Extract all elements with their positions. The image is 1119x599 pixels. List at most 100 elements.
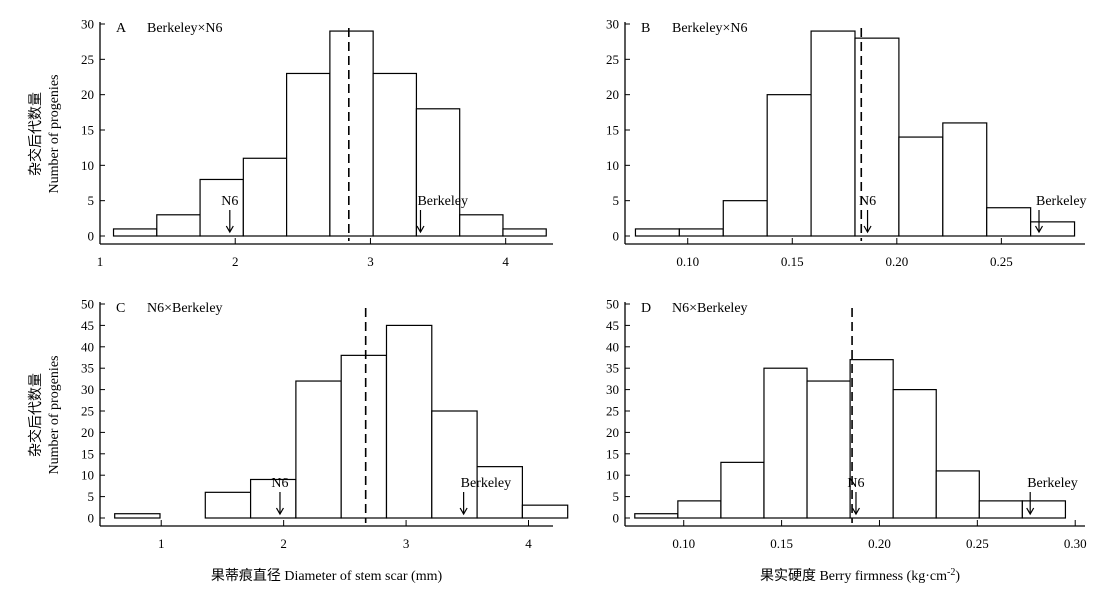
parent-label-berkeley: Berkeley — [1036, 194, 1087, 209]
parent-label-berkeley: Berkeley — [1027, 476, 1078, 491]
histogram-bar — [372, 72, 418, 237]
x-axis-label-tail: ) — [955, 569, 960, 584]
parent-label-n6: N6 — [859, 194, 876, 209]
y-tick-label: 35 — [81, 361, 94, 376]
histogram-bar — [763, 367, 808, 519]
histogram-bar — [942, 122, 988, 237]
histogram-bar — [722, 200, 768, 237]
x-axis-label-main: 果蒂痕直径 Diameter of stem scar (mm) — [211, 567, 443, 584]
x-tick-label: 0.15 — [781, 254, 804, 269]
x-axis-label: 果蒂痕直径 Diameter of stem scar (mm) — [211, 567, 443, 584]
histogram-bar — [521, 504, 569, 519]
cross-label: Berkeley×N6 — [672, 21, 748, 36]
panel-letter: C — [116, 301, 125, 316]
histogram-bar — [978, 500, 1023, 519]
x-tick-label: 2 — [280, 536, 287, 551]
histogram-bar — [340, 354, 388, 519]
x-axis-label-sup: -2 — [947, 567, 955, 578]
y-tick-label: 10 — [81, 468, 94, 483]
y-tick-label: 5 — [613, 489, 620, 504]
histogram-bar — [898, 136, 944, 237]
histogram-bar — [766, 94, 812, 237]
panel-letter: A — [116, 21, 127, 36]
histogram-bar — [112, 228, 158, 237]
parent-label-berkeley: Berkeley — [417, 194, 468, 209]
x-tick-label: 3 — [367, 254, 374, 269]
histogram-bar — [385, 324, 433, 519]
x-tick-label: 0.10 — [672, 536, 695, 551]
histogram-bar — [156, 214, 201, 237]
histogram-bar — [502, 228, 547, 237]
x-tick-label: 1 — [97, 254, 104, 269]
panel-letter: B — [641, 21, 650, 36]
y-tick-label: 45 — [606, 318, 619, 333]
panel-c: 0 5 10 15 20 25 30 35 40 45 50 1 2 3 4 N6 Berkeley C N6×Be… — [27, 297, 569, 584]
y-tick-label: 20 — [81, 87, 94, 102]
y-tick-label: 5 — [88, 489, 95, 504]
y-tick-label: 25 — [81, 52, 94, 67]
arrow-head — [863, 225, 872, 234]
panel-a: 0 5 10 15 20 25 30 1 2 3 4 N6 Berkeley A Berkeley×N6 杂交… — [27, 17, 553, 269]
y-tick-label: 0 — [88, 229, 95, 244]
histogram-bar — [415, 108, 461, 237]
x-tick-label: 4 — [525, 536, 532, 551]
histogram-bar — [854, 37, 900, 237]
x-tick-label: 4 — [502, 254, 509, 269]
histogram-bar — [329, 30, 374, 237]
y-tick-label: 25 — [606, 52, 619, 67]
arrow-head — [225, 225, 234, 234]
cross-label: N6×Berkeley — [672, 301, 748, 316]
y-tick-label: 15 — [606, 446, 619, 461]
histogram-bar — [678, 228, 724, 237]
x-tick-label: 1 — [158, 536, 165, 551]
histogram-bar — [935, 470, 980, 519]
x-axis-label-main: 果实硬度 Berry firmness (kg·cm — [760, 568, 947, 584]
y-tick-label: 0 — [613, 229, 620, 244]
panel-letter: D — [641, 301, 651, 316]
histogram-bar — [295, 380, 342, 519]
y-tick-label: 30 — [606, 382, 619, 397]
histogram-bar — [810, 30, 856, 237]
histogram-bar — [476, 466, 523, 519]
y-axis-label-en: Number of progenies — [47, 356, 62, 475]
parent-label-n6: N6 — [271, 476, 288, 491]
histogram-bar — [634, 513, 679, 519]
parent-label-n6: N6 — [847, 476, 864, 491]
histogram-bar — [459, 214, 504, 237]
histogram-bar — [431, 410, 478, 519]
histogram-bar — [806, 380, 851, 519]
panel-d: 0 5 10 15 20 25 30 35 40 45 50 0.10 0.15 0.20 0.25 0.30… — [606, 297, 1087, 585]
x-tick-label: 0.30 — [1064, 536, 1087, 551]
y-tick-label: 5 — [613, 193, 620, 208]
y-tick-label: 10 — [606, 158, 619, 173]
y-tick-label: 40 — [606, 339, 619, 354]
y-axis-label-en: Number of progenies — [47, 75, 62, 194]
x-tick-label: 0.25 — [966, 536, 989, 551]
histogram-bar — [986, 207, 1032, 237]
y-tick-label: 45 — [81, 318, 94, 333]
y-tick-label: 20 — [606, 425, 619, 440]
x-tick-label: 3 — [403, 536, 410, 551]
histogram-bar — [204, 491, 252, 519]
y-tick-label: 0 — [88, 511, 95, 526]
histogram-bar — [634, 228, 680, 237]
parent-label-berkeley: Berkeley — [461, 476, 512, 491]
y-tick-label: 50 — [606, 297, 619, 312]
histogram-bar — [1030, 221, 1076, 237]
y-tick-label: 20 — [606, 87, 619, 102]
x-tick-label: 0.20 — [868, 536, 891, 551]
histogram-bar — [720, 461, 765, 519]
y-tick-label: 15 — [81, 123, 94, 138]
y-axis-label-cn: 杂交后代数量 — [27, 92, 44, 176]
y-tick-label: 25 — [81, 404, 94, 419]
arrow-head — [1034, 225, 1044, 234]
histogram-bar — [249, 478, 297, 519]
histogram-bar — [286, 72, 331, 237]
x-tick-label: 0.15 — [770, 536, 793, 551]
panel-b: 0 5 10 15 20 25 30 0.10 0.15 0.20 0.25 N6 Berkeley B B… — [606, 17, 1087, 270]
y-tick-label: 25 — [606, 404, 619, 419]
y-tick-label: 5 — [88, 193, 95, 208]
x-tick-label: 0.20 — [885, 254, 908, 269]
y-tick-label: 30 — [606, 17, 619, 32]
